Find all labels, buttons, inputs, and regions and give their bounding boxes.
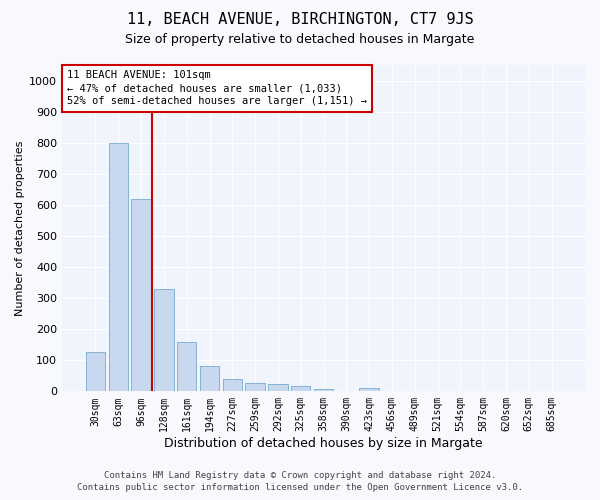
Bar bbox=[109, 142, 128, 392]
Text: 11 BEACH AVENUE: 101sqm
← 47% of detached houses are smaller (1,033)
52% of semi: 11 BEACH AVENUE: 101sqm ← 47% of detache… bbox=[67, 70, 367, 106]
Y-axis label: Number of detached properties: Number of detached properties bbox=[15, 140, 25, 316]
Bar bbox=[154, 289, 173, 392]
Bar bbox=[177, 342, 196, 392]
Text: Size of property relative to detached houses in Margate: Size of property relative to detached ho… bbox=[125, 32, 475, 46]
Bar bbox=[200, 366, 219, 392]
Bar bbox=[86, 352, 105, 392]
Text: Contains HM Land Registry data © Crown copyright and database right 2024.
Contai: Contains HM Land Registry data © Crown c… bbox=[77, 471, 523, 492]
Bar bbox=[314, 389, 333, 392]
Bar bbox=[359, 388, 379, 392]
Bar bbox=[291, 386, 310, 392]
Bar bbox=[131, 198, 151, 392]
Bar bbox=[245, 382, 265, 392]
Bar bbox=[223, 379, 242, 392]
X-axis label: Distribution of detached houses by size in Margate: Distribution of detached houses by size … bbox=[164, 437, 483, 450]
Bar bbox=[268, 384, 287, 392]
Text: 11, BEACH AVENUE, BIRCHINGTON, CT7 9JS: 11, BEACH AVENUE, BIRCHINGTON, CT7 9JS bbox=[127, 12, 473, 28]
